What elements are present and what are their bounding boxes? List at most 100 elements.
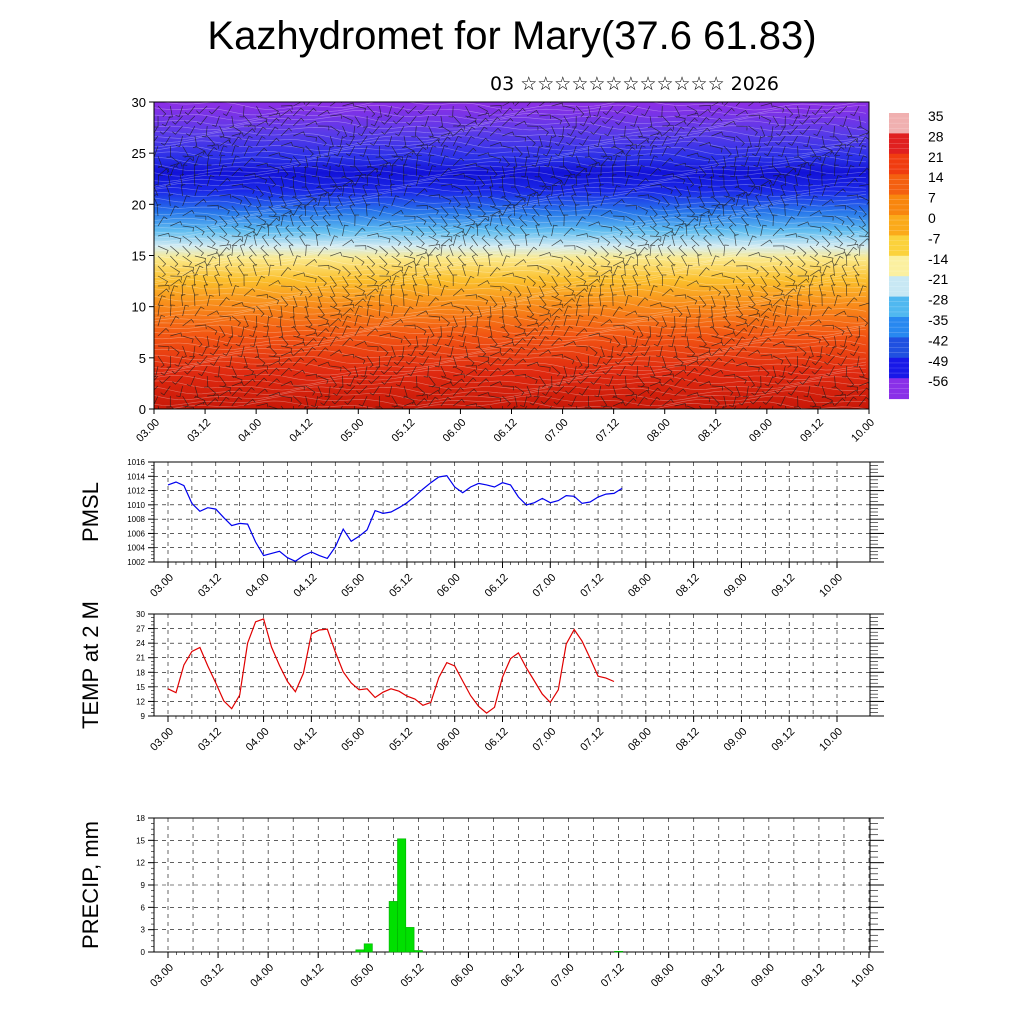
x-tick-label: 06.12 [483, 726, 511, 754]
y-tick-label: 1006 [127, 529, 145, 538]
x-tick-label: 05.00 [339, 572, 367, 600]
series-line-temp [167, 618, 615, 714]
y-tick-label: 12 [136, 697, 145, 706]
heatmap-x-tick-label: 05.00 [338, 417, 366, 445]
precip-bar [363, 943, 373, 953]
y-tick-label: 27 [136, 625, 145, 634]
y-tick-label: 12 [136, 859, 145, 868]
heatmap-y-tick-label: 15 [132, 249, 146, 264]
x-tick-label: 04.12 [292, 726, 320, 754]
grid-lines-temp [154, 613, 870, 717]
x-tick-label: 03.12 [196, 572, 224, 600]
precip-bar [355, 949, 365, 953]
page-title: Kazhydromet for Mary(37.6 61.83) [207, 14, 817, 58]
x-tick-label: 05.00 [348, 962, 376, 990]
x-tick-label: 08.00 [626, 726, 654, 754]
y-tick-label: 3 [141, 926, 146, 935]
x-tick-label: 08.12 [674, 726, 702, 754]
x-tick-label: 09.00 [749, 962, 777, 990]
heatmap-x-tick-label: 08.00 [645, 417, 673, 445]
colorbar-swatch [889, 296, 909, 318]
y-tick-label: 1010 [127, 501, 145, 510]
y-tick-label: 1002 [127, 558, 145, 567]
colorbar-label: -56 [928, 373, 948, 389]
x-tick-label: 09.12 [769, 572, 797, 600]
colorbar-swatch [889, 194, 909, 216]
panel-frame-temp [153, 613, 871, 717]
heatmap-x-tick-label: 07.00 [543, 417, 571, 445]
y-tick-label: 18 [136, 668, 145, 677]
x-tick-label: 04.00 [248, 962, 276, 990]
heatmap-y-tick-label: 20 [132, 197, 146, 212]
colorbar-label: -7 [928, 230, 941, 246]
x-tick-label: 08.12 [674, 572, 702, 600]
date-subtitle: 03 ☆☆☆☆☆☆☆☆☆☆☆☆ 2026 [490, 73, 780, 95]
y-tick-label: 15 [136, 683, 145, 692]
colorbar-swatch [889, 235, 909, 257]
x-tick-label: 03.00 [148, 726, 176, 754]
heatmap-y-tick-label: 30 [132, 95, 146, 110]
x-tick-label: 05.12 [387, 572, 415, 600]
x-tick-label: 08.12 [699, 962, 727, 990]
x-tick-label: 04.00 [244, 726, 272, 754]
colorbar-label: 0 [928, 210, 936, 226]
y-tick-label: 9 [141, 712, 146, 721]
colorbar-label: 14 [928, 169, 944, 185]
colorbar-label: 7 [928, 190, 936, 206]
heatmap-x-tick-label: 07.12 [594, 417, 622, 445]
y-tick-label: 15 [136, 836, 145, 845]
y-tick-label: 1012 [127, 487, 145, 496]
x-tick-label: 05.12 [399, 962, 427, 990]
colorbar-label: -28 [928, 292, 948, 308]
colorbar-label: -21 [928, 271, 948, 287]
x-tick-label: 10.00 [849, 962, 877, 990]
x-tick-label: 06.00 [435, 572, 463, 600]
x-tick-label: 08.00 [649, 962, 677, 990]
x-tick-label: 09.00 [722, 572, 750, 600]
x-tick-label: 03.00 [148, 572, 176, 600]
colorbar-swatch [889, 153, 909, 175]
y-tick-label: 30 [136, 610, 145, 619]
heatmap-y-tick-label: 5 [139, 351, 146, 366]
series-line-pmsl [167, 474, 623, 562]
heatmap-y-tick-label: 10 [132, 300, 146, 315]
heatmap-x-tick-label: 08.12 [696, 417, 724, 445]
colorbar-label: -42 [928, 332, 948, 348]
x-tick-label: 03.12 [198, 962, 226, 990]
x-tick-label: 07.00 [530, 572, 558, 600]
heatmap-x-tick-label: 06.00 [441, 417, 469, 445]
colorbar-label: -35 [928, 312, 948, 328]
x-tick-label: 08.00 [626, 572, 654, 600]
heatmap-x-tick-label: 09.00 [747, 417, 775, 445]
x-tick-label: 06.12 [499, 962, 527, 990]
colorbar-label: -14 [928, 251, 948, 267]
heatmap-x-tick-label: 06.12 [492, 417, 520, 445]
x-tick-label: 05.12 [387, 726, 415, 754]
x-tick-label: 04.00 [244, 572, 272, 600]
colorbar-label: -49 [928, 353, 948, 369]
precip-bar [614, 950, 624, 953]
contour-lines [154, 102, 867, 409]
colorbar-swatch [889, 215, 909, 236]
colorbar-swatch [889, 174, 909, 196]
heatmap-x-tick-label: 04.00 [236, 417, 264, 445]
colorbar-label: 35 [928, 108, 944, 124]
y-tick-label: 24 [136, 639, 145, 648]
wind-barbs [154, 102, 869, 409]
x-tick-label: 07.00 [549, 962, 577, 990]
x-tick-label: 06.12 [483, 572, 511, 600]
x-tick-label: 04.12 [298, 962, 326, 990]
precip-bar [397, 838, 407, 953]
x-tick-label: 10.00 [817, 572, 845, 600]
panel-frame-pmsl [153, 461, 871, 563]
colorbar-swatch [889, 357, 909, 379]
y-tick-label: 21 [136, 654, 145, 663]
x-tick-label: 10.00 [817, 726, 845, 754]
heatmap-x-tick-label: 05.12 [390, 417, 418, 445]
precip-bar [413, 950, 423, 953]
colorbar-swatch [889, 337, 909, 359]
colorbar-swatch [889, 317, 909, 338]
colorbar-swatch [889, 255, 909, 277]
y-tick-label: 1008 [127, 515, 145, 524]
